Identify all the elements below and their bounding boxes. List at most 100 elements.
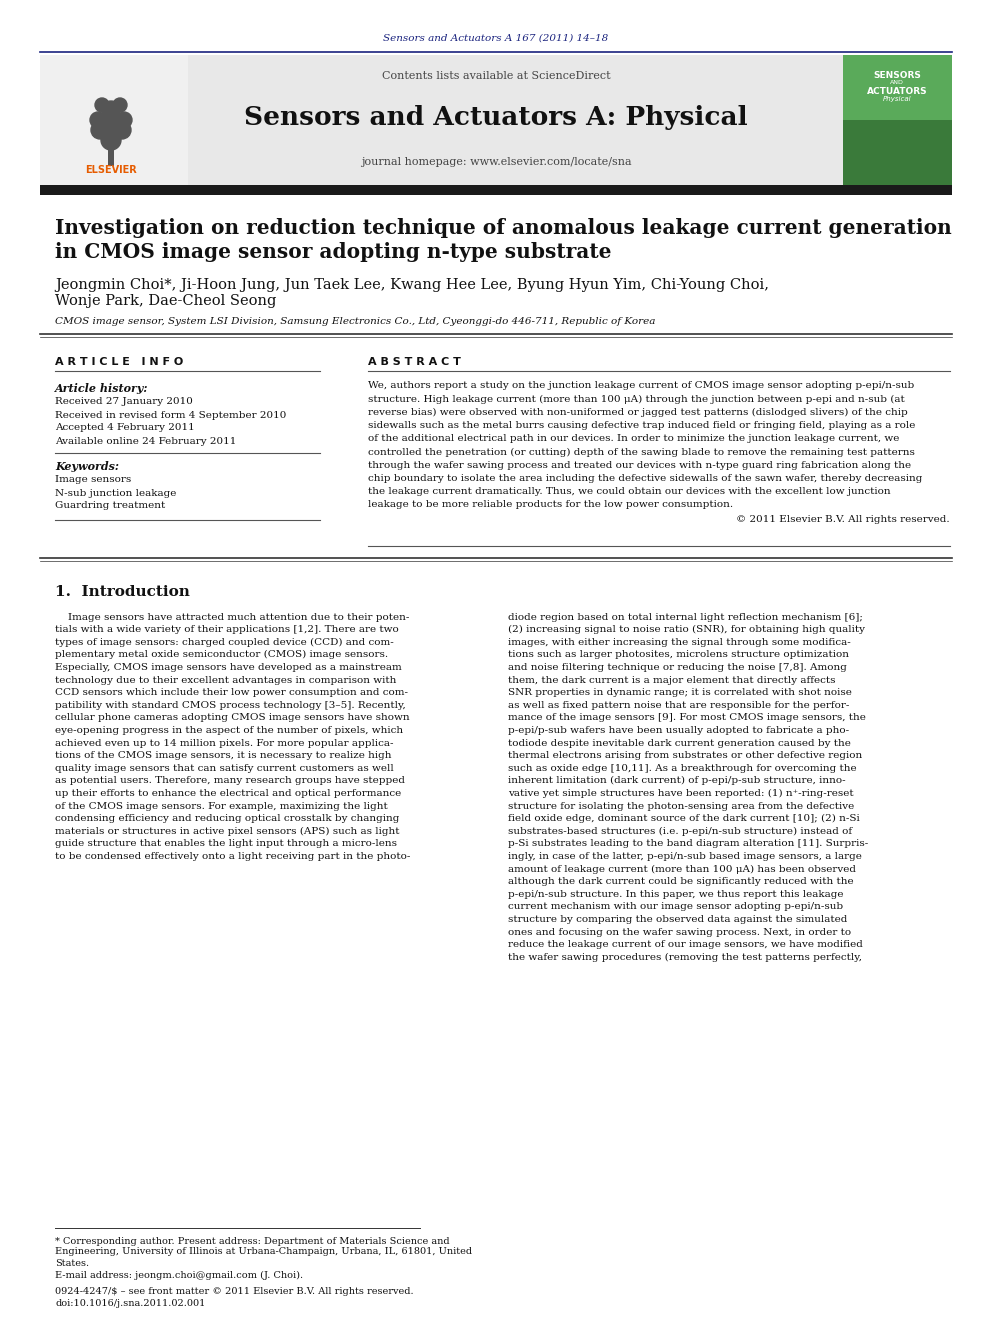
Text: p-epi/p-sub wafers have been usually adopted to fabricate a pho-: p-epi/p-sub wafers have been usually ado… <box>508 726 849 734</box>
Circle shape <box>116 112 132 128</box>
Text: in CMOS image sensor adopting n-type substrate: in CMOS image sensor adopting n-type sub… <box>55 242 611 262</box>
FancyBboxPatch shape <box>40 185 952 194</box>
Text: as potential users. Therefore, many research groups have stepped: as potential users. Therefore, many rese… <box>55 777 405 786</box>
Text: © 2011 Elsevier B.V. All rights reserved.: © 2011 Elsevier B.V. All rights reserved… <box>736 516 950 524</box>
Text: Physical: Physical <box>883 97 912 102</box>
Text: reverse bias) were observed with non-uniformed or jagged test patterns (dislodge: reverse bias) were observed with non-uni… <box>368 407 908 417</box>
Text: We, authors report a study on the junction leakage current of CMOS image sensor : We, authors report a study on the juncti… <box>368 381 915 390</box>
Text: p-Si substrates leading to the band diagram alteration [11]. Surpris-: p-Si substrates leading to the band diag… <box>508 839 868 848</box>
Text: diode region based on total internal light reflection mechanism [6];: diode region based on total internal lig… <box>508 613 863 622</box>
Circle shape <box>100 108 122 131</box>
Text: * Corresponding author. Present address: Department of Materials Science and: * Corresponding author. Present address:… <box>55 1237 449 1245</box>
Text: AND: AND <box>890 81 904 86</box>
Text: ones and focusing on the wafer sawing process. Next, in order to: ones and focusing on the wafer sawing pr… <box>508 927 851 937</box>
Text: Sensors and Actuators A 167 (2011) 14–18: Sensors and Actuators A 167 (2011) 14–18 <box>383 33 609 42</box>
Text: Guardring treatment: Guardring treatment <box>55 501 166 511</box>
Text: 1.  Introduction: 1. Introduction <box>55 585 189 599</box>
Text: SNR properties in dynamic range; it is correlated with shot noise: SNR properties in dynamic range; it is c… <box>508 688 852 697</box>
Text: A R T I C L E   I N F O: A R T I C L E I N F O <box>55 357 184 366</box>
FancyBboxPatch shape <box>40 56 952 185</box>
Text: E-mail address: jeongm.choi@gmail.com (J. Choi).: E-mail address: jeongm.choi@gmail.com (J… <box>55 1270 304 1279</box>
FancyBboxPatch shape <box>843 56 952 120</box>
Text: cellular phone cameras adopting CMOS image sensors have shown: cellular phone cameras adopting CMOS ima… <box>55 713 410 722</box>
Text: images, with either increasing the signal through some modifica-: images, with either increasing the signa… <box>508 638 851 647</box>
Text: Investigation on reduction technique of anomalous leakage current generation: Investigation on reduction technique of … <box>55 218 951 238</box>
Text: Accepted 4 February 2011: Accepted 4 February 2011 <box>55 423 194 433</box>
Text: to be condensed effectively onto a light receiving part in the photo-: to be condensed effectively onto a light… <box>55 852 411 861</box>
FancyBboxPatch shape <box>108 148 114 165</box>
Text: todiode despite inevitable dark current generation caused by the: todiode despite inevitable dark current … <box>508 738 851 747</box>
Text: quality image sensors that can satisfy current customers as well: quality image sensors that can satisfy c… <box>55 763 394 773</box>
Text: controlled the penetration (or cutting) depth of the sawing blade to remove the : controlled the penetration (or cutting) … <box>368 447 915 456</box>
Text: sidewalls such as the metal burrs causing defective trap induced field or fringi: sidewalls such as the metal burrs causin… <box>368 421 916 430</box>
Text: N-sub junction leakage: N-sub junction leakage <box>55 488 177 497</box>
Text: thermal electrons arising from substrates or other defective region: thermal electrons arising from substrate… <box>508 751 862 761</box>
Text: Engineering, University of Illinois at Urbana-Champaign, Urbana, IL, 61801, Unit: Engineering, University of Illinois at U… <box>55 1248 472 1257</box>
Text: structure for isolating the photon-sensing area from the defective: structure for isolating the photon-sensi… <box>508 802 854 811</box>
Text: structure. High leakage current (more than 100 μA) through the junction between : structure. High leakage current (more th… <box>368 394 905 404</box>
Text: achieved even up to 14 million pixels. For more popular applica-: achieved even up to 14 million pixels. F… <box>55 738 394 747</box>
Text: and noise filtering technique or reducing the noise [7,8]. Among: and noise filtering technique or reducin… <box>508 663 847 672</box>
Circle shape <box>113 98 127 112</box>
Text: Received 27 January 2010: Received 27 January 2010 <box>55 397 192 406</box>
Text: Image sensors have attracted much attention due to their poten-: Image sensors have attracted much attent… <box>55 613 410 622</box>
Text: the wafer sawing procedures (removing the test patterns perfectly,: the wafer sawing procedures (removing th… <box>508 953 862 962</box>
Text: mance of the image sensors [9]. For most CMOS image sensors, the: mance of the image sensors [9]. For most… <box>508 713 866 722</box>
Circle shape <box>113 120 131 139</box>
Circle shape <box>102 101 120 119</box>
Text: Wonje Park, Dae-Cheol Seong: Wonje Park, Dae-Cheol Seong <box>55 294 277 308</box>
Circle shape <box>91 120 109 139</box>
Text: Contents lists available at ScienceDirect: Contents lists available at ScienceDirec… <box>382 71 610 81</box>
FancyBboxPatch shape <box>843 56 952 185</box>
Text: technology due to their excellent advantages in comparison with: technology due to their excellent advant… <box>55 676 397 684</box>
Text: SENSORS: SENSORS <box>873 70 921 79</box>
Text: of the additional electrical path in our devices. In order to minimize the junct: of the additional electrical path in our… <box>368 434 900 443</box>
Text: as well as fixed pattern noise that are responsible for the perfor-: as well as fixed pattern noise that are … <box>508 701 849 709</box>
Text: journal homepage: www.elsevier.com/locate/sna: journal homepage: www.elsevier.com/locat… <box>361 157 631 167</box>
Text: materials or structures in active pixel sensors (APS) such as light: materials or structures in active pixel … <box>55 827 400 836</box>
Text: through the wafer sawing process and treated our devices with n-type guard ring : through the wafer sawing process and tre… <box>368 460 911 470</box>
Text: p-epi/n-sub structure. In this paper, we thus report this leakage: p-epi/n-sub structure. In this paper, we… <box>508 889 843 898</box>
Text: patibility with standard CMOS process technology [3–5]. Recently,: patibility with standard CMOS process te… <box>55 701 406 709</box>
Circle shape <box>101 130 121 149</box>
Text: such as oxide edge [10,11]. As a breakthrough for overcoming the: such as oxide edge [10,11]. As a breakth… <box>508 763 857 773</box>
Text: current mechanism with our image sensor adopting p-epi/n-sub: current mechanism with our image sensor … <box>508 902 843 912</box>
Text: Especially, CMOS image sensors have developed as a mainstream: Especially, CMOS image sensors have deve… <box>55 663 402 672</box>
Text: reduce the leakage current of our image sensors, we have modified: reduce the leakage current of our image … <box>508 941 863 949</box>
Text: tials with a wide variety of their applications [1,2]. There are two: tials with a wide variety of their appli… <box>55 624 399 634</box>
Text: A B S T R A C T: A B S T R A C T <box>368 357 461 366</box>
Text: substrates-based structures (i.e. p-epi/n-sub structure) instead of: substrates-based structures (i.e. p-epi/… <box>508 827 852 836</box>
Text: tions of the CMOS image sensors, it is necessary to realize high: tions of the CMOS image sensors, it is n… <box>55 751 392 761</box>
Text: them, the dark current is a major element that directly affects: them, the dark current is a major elemen… <box>508 676 835 684</box>
Text: of the CMOS image sensors. For example, maximizing the light: of the CMOS image sensors. For example, … <box>55 802 388 811</box>
Text: Image sensors: Image sensors <box>55 475 131 484</box>
Text: CCD sensors which include their low power consumption and com-: CCD sensors which include their low powe… <box>55 688 408 697</box>
Text: ingly, in case of the latter, p-epi/n-sub based image sensors, a large: ingly, in case of the latter, p-epi/n-su… <box>508 852 862 861</box>
Text: up their efforts to enhance the electrical and optical performance: up their efforts to enhance the electric… <box>55 789 401 798</box>
Text: leakage to be more reliable products for the low power consumption.: leakage to be more reliable products for… <box>368 500 733 509</box>
Text: vative yet simple structures have been reported: (1) n⁺-ring-reset: vative yet simple structures have been r… <box>508 789 854 798</box>
Text: eye-opening progress in the aspect of the number of pixels, which: eye-opening progress in the aspect of th… <box>55 726 403 734</box>
Text: ELSEVIER: ELSEVIER <box>85 165 137 175</box>
FancyBboxPatch shape <box>40 56 188 185</box>
Text: CMOS image sensor, System LSI Division, Samsung Electronics Co., Ltd, Cyeonggi-d: CMOS image sensor, System LSI Division, … <box>55 316 656 325</box>
Text: types of image sensors: charged coupled device (CCD) and com-: types of image sensors: charged coupled … <box>55 638 394 647</box>
Text: States.: States. <box>55 1258 89 1267</box>
Text: plementary metal oxide semiconductor (CMOS) image sensors.: plementary metal oxide semiconductor (CM… <box>55 650 388 659</box>
Text: field oxide edge, dominant source of the dark current [10]; (2) n-Si: field oxide edge, dominant source of the… <box>508 814 860 823</box>
Text: chip boundary to isolate the area including the defective sidewalls of the sawn : chip boundary to isolate the area includ… <box>368 474 923 483</box>
Text: Jeongmin Choi*, Ji-Hoon Jung, Jun Taek Lee, Kwang Hee Lee, Byung Hyun Yim, Chi-Y: Jeongmin Choi*, Ji-Hoon Jung, Jun Taek L… <box>55 278 769 292</box>
Text: guide structure that enables the light input through a micro-lens: guide structure that enables the light i… <box>55 839 397 848</box>
Text: Sensors and Actuators A: Physical: Sensors and Actuators A: Physical <box>244 106 748 131</box>
Text: although the dark current could be significantly reduced with the: although the dark current could be signi… <box>508 877 854 886</box>
Text: amount of leakage current (more than 100 μA) has been observed: amount of leakage current (more than 100… <box>508 864 856 873</box>
Circle shape <box>95 98 109 112</box>
Text: 0924-4247/$ – see front matter © 2011 Elsevier B.V. All rights reserved.: 0924-4247/$ – see front matter © 2011 El… <box>55 1286 414 1295</box>
Text: inherent limitation (dark current) of p-epi/p-sub structure, inno-: inherent limitation (dark current) of p-… <box>508 777 845 786</box>
Text: tions such as larger photosites, microlens structure optimization: tions such as larger photosites, microle… <box>508 651 849 659</box>
Text: the leakage current dramatically. Thus, we could obtain our devices with the exc: the leakage current dramatically. Thus, … <box>368 487 891 496</box>
Text: condensing efficiency and reducing optical crosstalk by changing: condensing efficiency and reducing optic… <box>55 814 400 823</box>
Circle shape <box>90 112 106 128</box>
Text: (2) increasing signal to noise ratio (SNR), for obtaining high quality: (2) increasing signal to noise ratio (SN… <box>508 624 865 634</box>
Text: ACTUATORS: ACTUATORS <box>867 86 928 95</box>
